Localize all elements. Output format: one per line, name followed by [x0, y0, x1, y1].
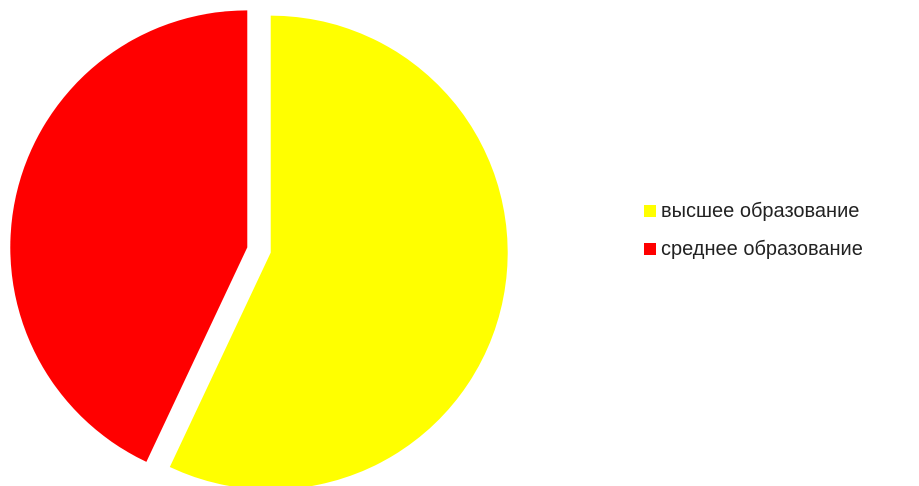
- legend-item-higher-education: высшее образование: [644, 200, 914, 222]
- pie-slice-higher-education: [169, 15, 508, 486]
- legend-swatch-secondary-education: [644, 243, 656, 255]
- legend-label-secondary-education: среднее образование: [661, 237, 863, 260]
- legend-label-higher-education: высшее образование: [661, 199, 860, 222]
- legend-item-secondary-education: среднее образование: [644, 238, 914, 260]
- legend-swatch-higher-education: [644, 205, 656, 217]
- pie-slice-secondary-education: [10, 10, 248, 462]
- legend: высшее образование среднее образование: [644, 200, 914, 276]
